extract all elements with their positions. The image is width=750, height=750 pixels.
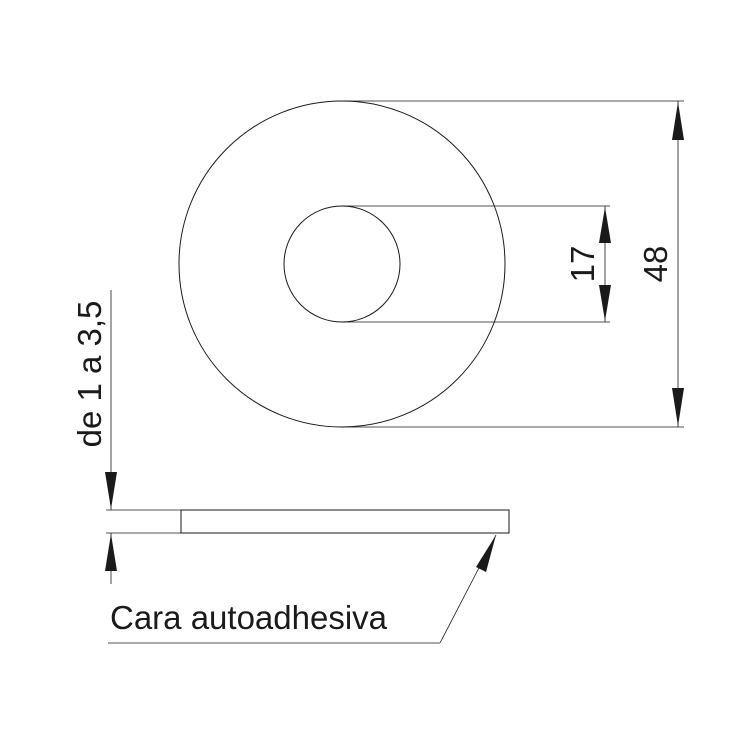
- adhesive-face-leader: [108, 534, 497, 644]
- inner-diameter-dimension: [599, 206, 611, 322]
- thickness-label: de 1 a 3,5: [71, 301, 108, 448]
- outer-diameter-dimension: [672, 101, 684, 427]
- arrow-up-icon: [105, 534, 117, 571]
- adhesive-face-label: Cara autoadhesiva: [110, 599, 388, 636]
- outer-diameter-label: 48: [637, 246, 674, 283]
- arrow-down-icon: [599, 285, 611, 321]
- arrow-down-icon: [105, 472, 117, 509]
- arrow-up-icon: [599, 207, 611, 243]
- washer-side-view: [180, 509, 510, 534]
- thickness-dimension: [105, 290, 117, 584]
- washer-inner-circle: [283, 205, 401, 323]
- arrow-up-icon: [672, 102, 684, 140]
- inner-diameter-label: 17: [564, 246, 601, 283]
- arrow-down-icon: [672, 388, 684, 426]
- washer-outer-circle: [178, 100, 506, 428]
- arrow-icon: [476, 535, 496, 572]
